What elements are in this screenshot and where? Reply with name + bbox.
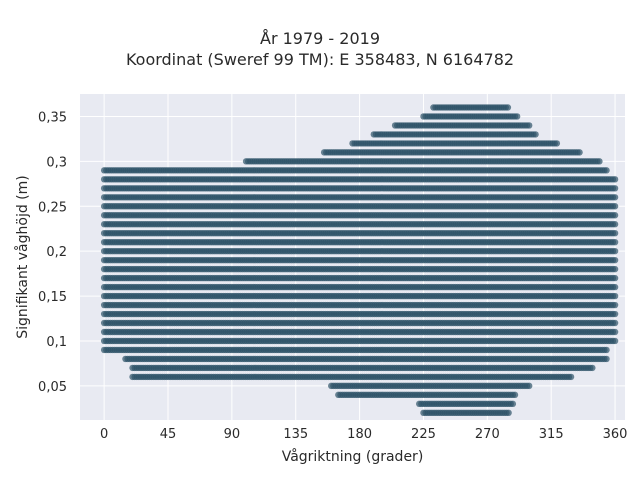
scatter-point [603,355,610,363]
scatter-point [611,319,619,327]
scatter-point [611,301,619,309]
scatter-point [611,274,619,282]
scatter-point [611,212,619,219]
chart-title-line2: Koordinat (Sweref 99 TM): E 358483, N 61… [125,50,515,69]
scatter-point [589,364,596,372]
scatter-point [526,382,533,390]
scatter-point [511,391,519,399]
scatter-point [611,256,619,264]
scatter-point [611,337,619,345]
scatter-point [611,328,619,336]
scatter-point [611,265,619,273]
scatter-point [611,310,619,318]
scatter-point [611,238,619,246]
scatter-point [505,409,512,417]
scatter-point [611,247,619,255]
scatter-point [611,292,619,300]
scatter-point [611,283,619,291]
scatter-point [611,230,619,237]
scatter-point [567,373,575,381]
scatter-point [603,346,610,354]
data-points [100,104,619,417]
scatter-point [509,400,517,408]
chart-title-line1: År 1979 - 2019 [260,29,380,48]
scatter-point [611,221,619,228]
